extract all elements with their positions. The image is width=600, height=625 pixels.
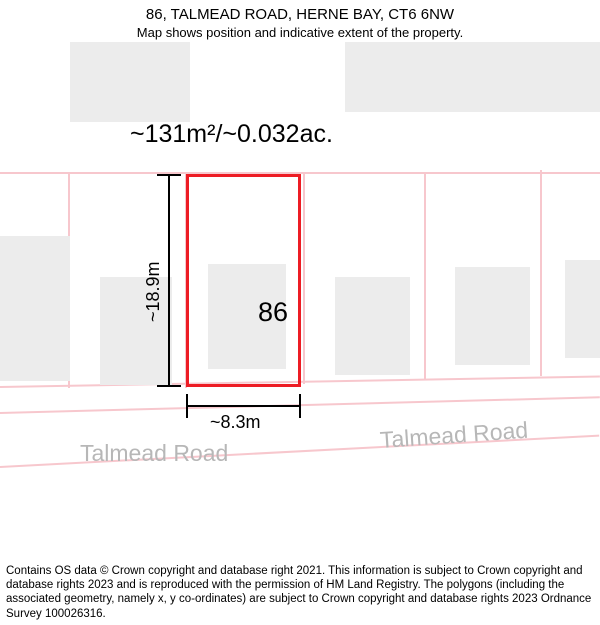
page-subtitle: Map shows position and indicative extent… (0, 25, 600, 40)
building-footprint (0, 236, 70, 381)
height-measure-cap (157, 385, 181, 387)
building-footprint (565, 260, 600, 358)
road-name-label: Talmead Road (379, 417, 529, 454)
width-measure-cap (186, 394, 188, 418)
height-dimension-label: ~18.9m (143, 261, 164, 322)
building-footprint (345, 42, 600, 112)
house-number-label: 86 (258, 297, 288, 328)
height-measure-bar (168, 174, 170, 387)
width-measure-bar (186, 405, 301, 407)
plot-boundary-line (540, 170, 542, 376)
property-highlight-outline (186, 174, 301, 387)
width-measure-cap (299, 394, 301, 418)
page-title: 86, TALMEAD ROAD, HERNE BAY, CT6 6NW (0, 6, 600, 23)
plot-boundary-line (424, 172, 426, 380)
map: ~131m²/~0.032ac. ~8.3m ~18.9m 86 Talmead Roa… (0, 42, 600, 522)
footer-copyright: Contains OS data © Crown copyright and d… (6, 564, 594, 622)
building-footprint (455, 267, 530, 365)
plot-boundary-line (303, 172, 305, 384)
header: 86, TALMEAD ROAD, HERNE BAY, CT6 6NW Map… (0, 0, 600, 40)
width-dimension-label: ~8.3m (210, 412, 261, 433)
height-measure-cap (157, 174, 181, 176)
building-footprint (70, 42, 190, 122)
road-name-label: Talmead Road (80, 440, 228, 467)
area-label: ~131m²/~0.032ac. (130, 120, 333, 149)
building-footprint (335, 277, 410, 375)
